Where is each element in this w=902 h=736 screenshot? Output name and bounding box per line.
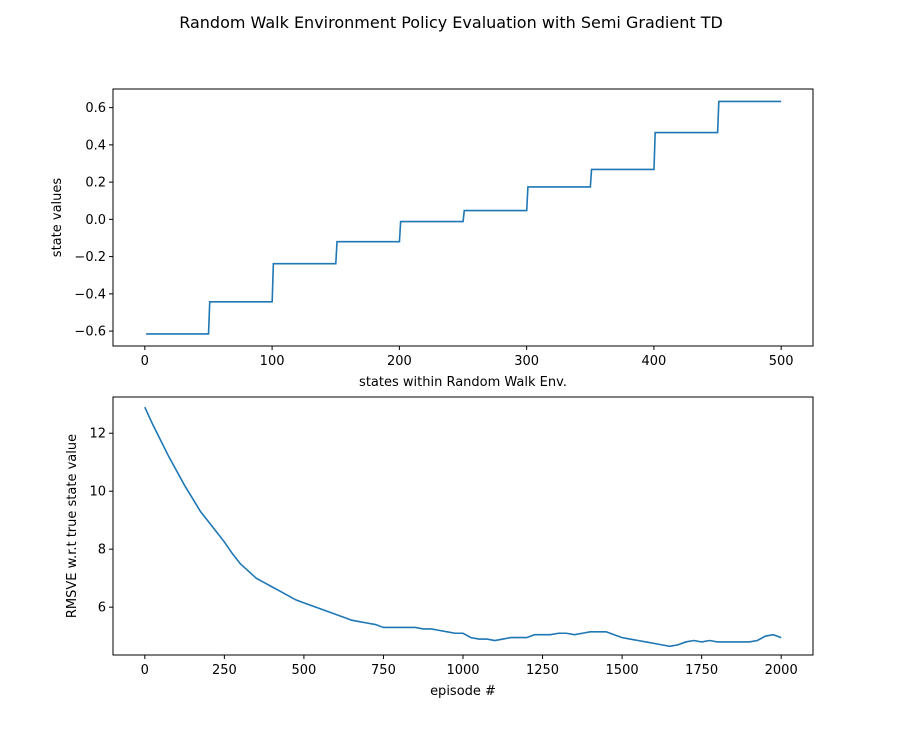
state-values-x-tick-label: 0: [141, 354, 149, 369]
state-values-x-tick-label: 400: [641, 354, 666, 369]
state-values-y-tick-label: 0.4: [85, 138, 106, 153]
figure-suptitle: Random Walk Environment Policy Evaluatio…: [179, 13, 723, 32]
state-values-x-tick-label: 200: [387, 354, 412, 369]
state-values-y-axis-label: state values: [50, 178, 65, 258]
rmsve-y-tick-label: 6: [98, 601, 106, 616]
rmsve-x-tick-label: 0: [141, 663, 149, 678]
state-values-line: [146, 100, 782, 335]
state-values-y-ticks: −0.6 −0.4 −0.2 0.0 0.2 0.4 0.6: [74, 101, 113, 340]
rmsve-y-tick-label: 8: [98, 543, 106, 558]
state-values-axes-frame: [112, 88, 814, 347]
rmsve-line: [144, 406, 782, 648]
rmsve-x-tick-label: 750: [371, 663, 396, 678]
rmsve-x-tick-label: 1250: [526, 663, 559, 678]
rmsve-x-tick-label: 1500: [606, 663, 639, 678]
state-values-y-tick-label: −0.2: [74, 250, 106, 265]
state-values-subplot: 0 100 200 300 400 500 −0.6 −0.4 −0.2 0.0 0.2 0.4 0.…: [50, 88, 814, 390]
state-values-y-tick-label: 0.2: [85, 176, 106, 191]
rmsve-x-tick-label: 1000: [446, 663, 479, 678]
state-values-x-tick-label: 100: [260, 354, 285, 369]
rmsve-y-tick-label: 10: [89, 485, 106, 500]
rmsve-x-tick-label: 2000: [765, 663, 798, 678]
rmsve-x-ticks: 0 250 500 750 1000 1250 1500 1750 2000: [141, 655, 798, 678]
rmsve-x-tick-label: 1750: [685, 663, 718, 678]
state-values-x-tick-label: 300: [514, 354, 539, 369]
rmsve-y-axis-label: RMSVE w.r.t true state value: [65, 434, 80, 618]
rmsve-subplot: 0 250 500 750 1000 1250 1500 1750 2000 6 8 10 12 ep…: [65, 396, 814, 699]
rmsve-x-axis-label: episode #: [430, 684, 496, 699]
rmsve-y-ticks: 6 8 10 12: [89, 427, 113, 616]
state-values-y-tick-label: −0.6: [74, 325, 106, 340]
state-values-x-axis-label: states within Random Walk Env.: [359, 375, 567, 390]
state-values-x-tick-label: 500: [769, 354, 794, 369]
state-values-x-ticks: 0 100 200 300 400 500: [141, 346, 794, 369]
rmsve-y-tick-label: 12: [89, 427, 106, 442]
rmsve-x-tick-label: 500: [291, 663, 316, 678]
state-values-y-tick-label: 0.0: [85, 213, 106, 228]
state-values-y-tick-label: 0.6: [85, 101, 106, 116]
state-values-y-tick-label: −0.4: [74, 287, 106, 302]
rmsve-x-tick-label: 250: [212, 663, 237, 678]
